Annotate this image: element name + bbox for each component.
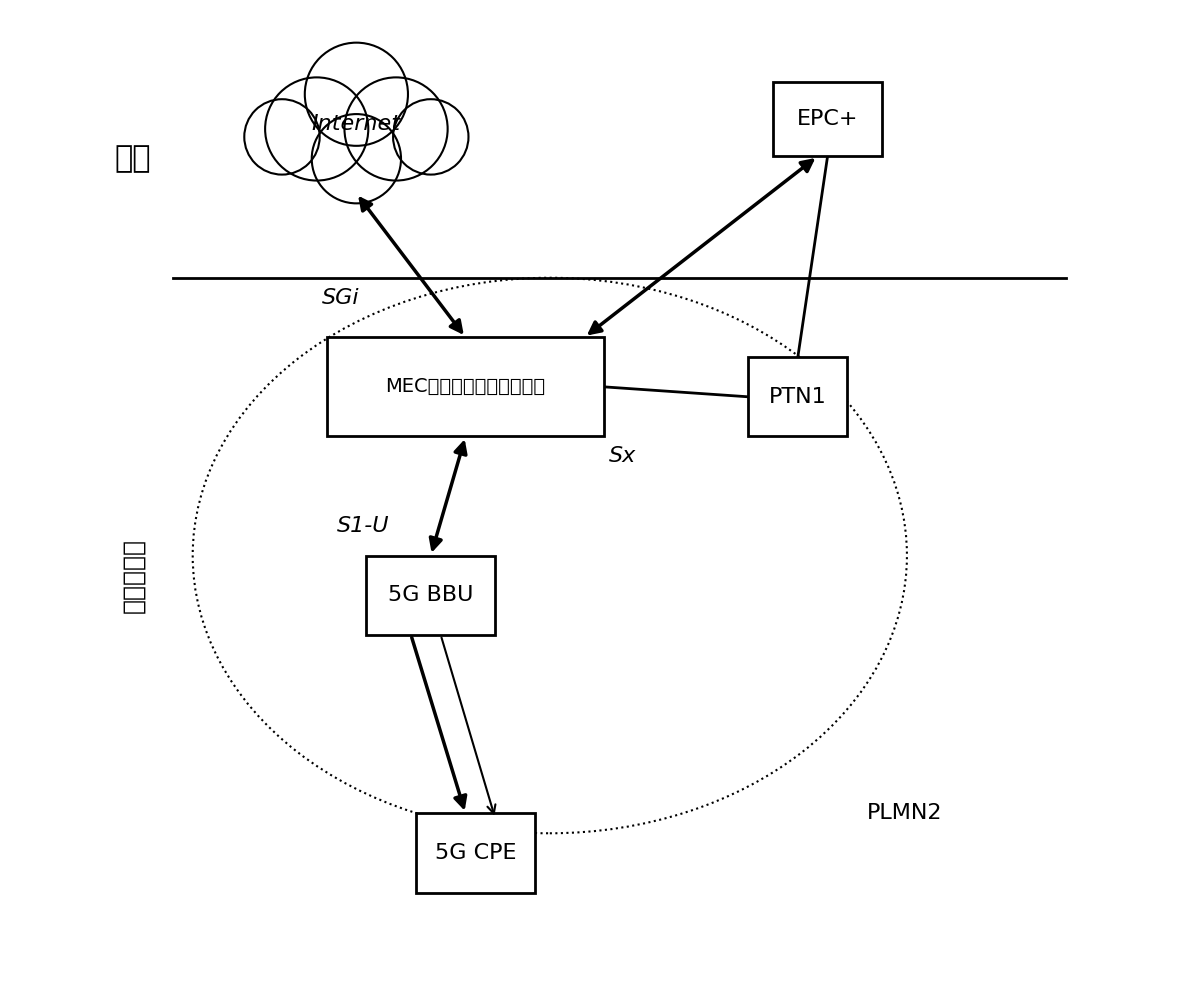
Text: 5G CPE: 5G CPE [435, 843, 516, 863]
Text: Sx: Sx [610, 446, 637, 466]
FancyBboxPatch shape [773, 82, 882, 157]
FancyBboxPatch shape [367, 556, 495, 635]
Circle shape [393, 99, 468, 175]
Text: PTN1: PTN1 [769, 387, 826, 407]
FancyBboxPatch shape [416, 813, 535, 893]
Circle shape [305, 43, 408, 146]
Text: SGi: SGi [322, 288, 360, 308]
Text: EPC+: EPC+ [797, 109, 858, 129]
Circle shape [265, 77, 368, 181]
FancyBboxPatch shape [749, 357, 848, 436]
Circle shape [244, 99, 320, 175]
Circle shape [311, 114, 401, 203]
Text: Internet: Internet [312, 114, 401, 134]
Text: MEC（部署远程驾驶模块）: MEC（部署远程驾驶模块） [386, 377, 546, 397]
Text: 终端接入点: 终端接入点 [121, 538, 145, 613]
Text: S1-U: S1-U [336, 516, 389, 536]
Circle shape [344, 77, 448, 181]
Text: 公网: 公网 [114, 144, 151, 174]
Text: 5G BBU: 5G BBU [388, 585, 474, 605]
Text: PLMN2: PLMN2 [868, 804, 943, 823]
FancyBboxPatch shape [327, 337, 605, 436]
